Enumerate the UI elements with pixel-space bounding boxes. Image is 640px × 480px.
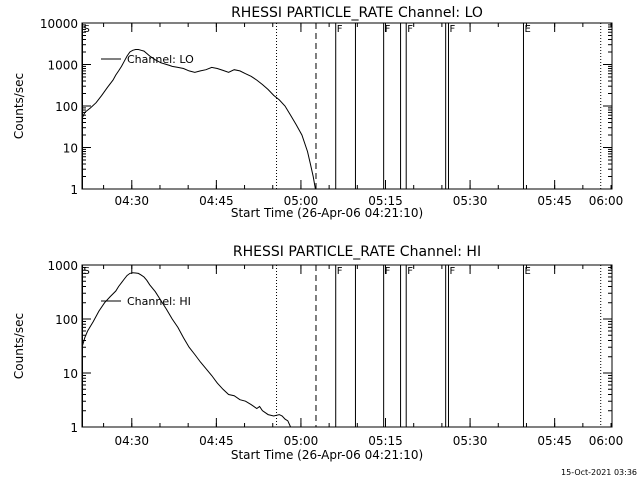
- y-axis-label: Counts/sec: [12, 73, 26, 139]
- y-tick-label: 1: [70, 183, 78, 197]
- event-marker-label: E: [524, 24, 530, 35]
- x-tick-label: 05:15: [368, 194, 403, 208]
- y-axis: 1 10 100 1000: [47, 259, 612, 435]
- y-tick-label: 10: [63, 367, 78, 381]
- footer-timestamp: 15-Oct-2021 03:36: [561, 468, 637, 477]
- chart-title: RHESSI PARTICLE_RATE Channel: LO: [231, 5, 483, 21]
- event-marker-label: S: [84, 24, 90, 35]
- y-tick-label: 1000: [47, 59, 78, 73]
- legend-label: Channel: HI: [127, 295, 191, 308]
- x-axis-label: Start Time (26-Apr-06 04:21:10): [231, 448, 423, 462]
- x-tick-label: 05:30: [453, 434, 488, 448]
- event-marker-label: F: [407, 24, 413, 35]
- x-axis-label: Start Time (26-Apr-06 04:21:10): [231, 206, 423, 220]
- event-marker-label: F: [337, 266, 343, 277]
- y-tick-label: 100: [55, 313, 78, 327]
- x-tick-label: 04:30: [114, 434, 149, 448]
- x-tick-label: 04:45: [199, 194, 234, 208]
- event-marker-label: S: [84, 266, 90, 277]
- chart-title: RHESSI PARTICLE_RATE Channel: HI: [233, 244, 481, 260]
- x-axis: 04:30 04:45 05:00 05:15 05:30 05:45 06:00: [103, 23, 624, 208]
- event-marker-label: F: [385, 24, 391, 35]
- x-tick-label: 04:30: [114, 194, 149, 208]
- x-tick-label: 06:00: [589, 194, 624, 208]
- x-tick-label: 05:45: [537, 434, 572, 448]
- x-tick-label: 05:45: [537, 194, 572, 208]
- x-tick-label: 05:30: [453, 194, 488, 208]
- x-tick-label: 05:15: [368, 434, 403, 448]
- y-axis-label: Counts/sec: [12, 313, 26, 379]
- y-tick-label: 10000: [40, 17, 78, 31]
- y-tick-label: 10: [63, 142, 78, 156]
- legend: Channel: LO: [101, 53, 194, 66]
- event-marker-label: F: [449, 24, 455, 35]
- y-tick-label: 1: [70, 421, 78, 435]
- event-marker-label: F: [449, 266, 455, 277]
- chart-panel-2: RHESSI PARTICLE_RATE Channel: HI 1 10 100 10…: [12, 244, 623, 462]
- x-tick-label: 05:00: [284, 194, 319, 208]
- y-axis: 1 10 100 1000 10000: [40, 17, 612, 197]
- x-tick-label: 06:00: [589, 434, 624, 448]
- plot-frame: [81, 22, 613, 190]
- y-tick-label: 100: [55, 100, 78, 114]
- chart-panel-1: RHESSI PARTICLE_RATE Channel: LO 1 10 100 10…: [12, 5, 623, 220]
- event-marker-label: F: [337, 24, 343, 35]
- event-marker-label: F: [385, 266, 391, 277]
- legend-label: Channel: LO: [127, 53, 194, 66]
- event-marker-label: E: [524, 266, 530, 277]
- y-tick-label: 1000: [47, 259, 78, 273]
- x-tick-label: 04:45: [199, 434, 234, 448]
- x-tick-label: 05:00: [284, 434, 319, 448]
- legend: Channel: HI: [101, 295, 191, 308]
- series-line: [81, 272, 292, 428]
- x-axis: 04:30 04:45 05:00 05:15 05:30 05:45 06:00: [103, 265, 624, 448]
- event-marker-label: F: [407, 266, 413, 277]
- series-line: [81, 49, 316, 190]
- plot-frame: [81, 264, 613, 428]
